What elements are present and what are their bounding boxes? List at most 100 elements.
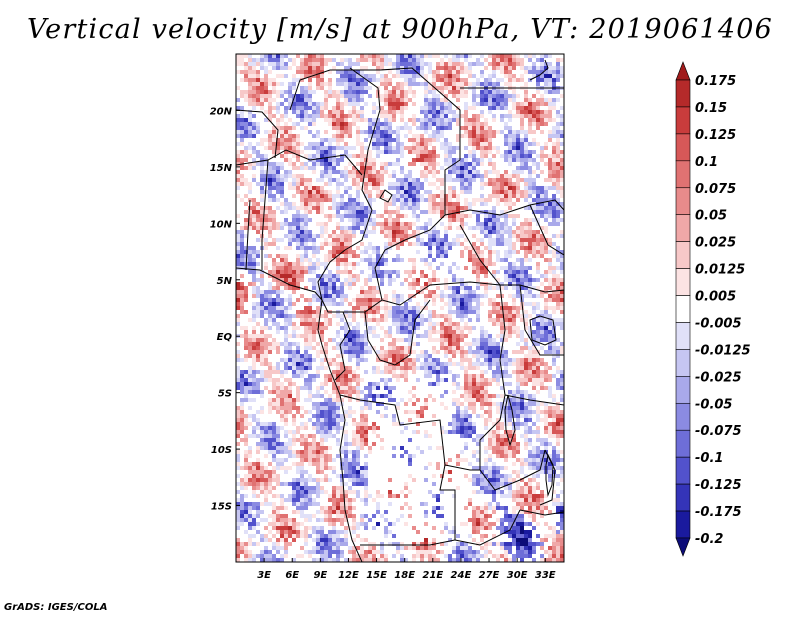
field-cell: [492, 318, 496, 322]
field-cell: [384, 74, 388, 78]
field-cell: [292, 350, 296, 354]
field-cell: [300, 238, 304, 242]
field-cell: [328, 90, 332, 94]
field-cell: [464, 286, 468, 290]
field-cell: [256, 206, 260, 210]
field-cell: [236, 282, 240, 286]
field-cell: [532, 186, 536, 190]
field-cell: [272, 270, 276, 274]
field-cell: [552, 74, 556, 78]
field-cell: [432, 242, 436, 246]
field-cell: [328, 94, 332, 98]
field-cell: [296, 218, 300, 222]
field-cell: [476, 114, 480, 118]
field-cell: [412, 74, 416, 78]
field-cell: [524, 310, 528, 314]
field-cell: [484, 230, 488, 234]
field-cell: [284, 342, 288, 346]
field-cell: [272, 66, 276, 70]
field-cell: [452, 118, 456, 122]
field-cell: [356, 134, 360, 138]
field-cell: [256, 306, 260, 310]
field-cell: [468, 342, 472, 346]
field-cell: [300, 58, 304, 62]
field-cell: [516, 142, 520, 146]
field-cell: [504, 218, 508, 222]
field-cell: [304, 222, 308, 226]
field-cell: [280, 142, 284, 146]
field-cell: [548, 214, 552, 218]
field-cell: [240, 294, 244, 298]
field-cell: [420, 286, 424, 290]
field-cell: [464, 166, 468, 170]
field-cell: [448, 218, 452, 222]
field-cell: [504, 66, 508, 70]
field-cell: [260, 338, 264, 342]
field-cell: [252, 374, 256, 378]
field-cell: [556, 274, 560, 278]
field-cell: [248, 218, 252, 222]
field-cell: [540, 214, 544, 218]
field-cell: [280, 166, 284, 170]
field-cell: [476, 250, 480, 254]
field-cell: [272, 194, 276, 198]
field-cell: [492, 182, 496, 186]
field-cell: [284, 410, 288, 414]
field-cell: [456, 86, 460, 90]
field-cell: [324, 158, 328, 162]
field-cell: [500, 350, 504, 354]
field-cell: [248, 58, 252, 62]
field-cell: [376, 302, 380, 306]
field-cell: [364, 214, 368, 218]
field-cell: [432, 158, 436, 162]
field-cell: [368, 170, 372, 174]
field-cell: [416, 214, 420, 218]
field-cell: [332, 158, 336, 162]
field-cell: [484, 362, 488, 366]
field-cell: [372, 226, 376, 230]
field-cell: [468, 54, 472, 58]
field-cell: [332, 170, 336, 174]
field-cell: [372, 310, 376, 314]
field-cell: [280, 278, 284, 282]
field-cell: [448, 106, 452, 110]
field-cell: [448, 66, 452, 70]
field-cell: [484, 382, 488, 386]
field-cell: [296, 278, 300, 282]
field-cell: [292, 366, 296, 370]
field-cell: [528, 66, 532, 70]
field-cell: [484, 134, 488, 138]
field-cell: [392, 374, 396, 378]
field-cell: [528, 110, 532, 114]
field-cell: [348, 74, 352, 78]
field-cell: [484, 142, 488, 146]
field-cell: [336, 262, 340, 266]
field-cell: [324, 294, 328, 298]
field-cell: [380, 182, 384, 186]
field-cell: [356, 186, 360, 190]
field-cell: [284, 398, 288, 402]
field-cell: [536, 294, 540, 298]
field-cell: [420, 414, 424, 418]
field-cell: [524, 406, 528, 410]
field-cell: [548, 90, 552, 94]
field-cell: [472, 390, 476, 394]
field-cell: [432, 202, 436, 206]
field-cell: [428, 114, 432, 118]
field-cell: [516, 110, 520, 114]
field-cell: [400, 170, 404, 174]
field-cell: [460, 190, 464, 194]
field-cell: [500, 190, 504, 194]
field-cell: [364, 394, 368, 398]
field-cell: [500, 338, 504, 342]
field-cell: [268, 210, 272, 214]
field-cell: [504, 278, 508, 282]
field-cell: [264, 138, 268, 142]
field-cell: [524, 342, 528, 346]
field-cell: [336, 286, 340, 290]
field-cell: [400, 58, 404, 62]
field-cell: [456, 342, 460, 346]
field-cell: [388, 214, 392, 218]
field-cell: [404, 98, 408, 102]
field-cell: [340, 198, 344, 202]
